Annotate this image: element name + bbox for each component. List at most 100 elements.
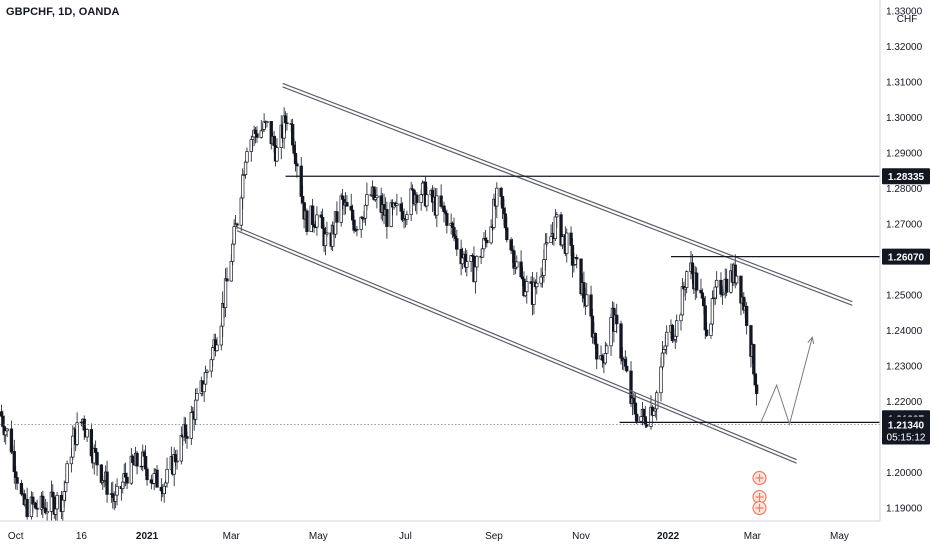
arrow-head-icon	[807, 336, 815, 345]
candle-body	[349, 205, 353, 211]
candle-body	[589, 294, 593, 317]
channel-upper-inner-line	[282, 86, 853, 306]
candle-body	[660, 352, 665, 368]
candle-body	[195, 393, 199, 401]
time-tick-label: Mar	[223, 531, 241, 542]
candle-body	[179, 434, 183, 462]
candle-body	[473, 266, 478, 283]
candle-body	[699, 289, 703, 294]
candle-body	[335, 211, 339, 223]
event-cross	[755, 493, 764, 501]
candle-body	[159, 486, 163, 492]
candle-body	[685, 271, 689, 288]
candle-body	[405, 214, 409, 220]
candle-body	[553, 216, 558, 239]
candle-body	[619, 323, 623, 359]
candle-body	[149, 479, 153, 484]
candle-body	[679, 314, 683, 322]
candle-body	[94, 448, 98, 453]
candle-body	[435, 195, 439, 216]
candle-body	[350, 209, 355, 221]
candle-body	[439, 195, 443, 207]
candle-body	[253, 129, 258, 135]
candle-body	[163, 482, 168, 487]
candle-body	[291, 124, 295, 146]
candle-body	[245, 151, 249, 163]
candle-body	[713, 286, 717, 299]
candle-body	[570, 245, 575, 266]
candle-body	[415, 194, 419, 203]
candle-body	[295, 163, 299, 167]
candle-body	[1, 415, 5, 427]
candle-body	[293, 152, 298, 165]
candle-body	[475, 255, 479, 268]
candle-body	[663, 345, 667, 350]
candle-body	[659, 366, 663, 394]
time-tick-label: 2021	[136, 531, 159, 542]
candle-body	[65, 463, 69, 484]
channel-upper-line	[282, 82, 853, 303]
candle-body	[690, 262, 695, 275]
candle-body	[500, 196, 505, 209]
candle-body	[232, 226, 236, 245]
time-axis-bg	[0, 521, 932, 550]
candle-body	[249, 139, 253, 152]
symbol-label: GBPCHF, 1D, OANDA	[6, 6, 120, 18]
event-flag-icon	[752, 489, 767, 505]
candle-body	[54, 508, 58, 515]
candle-body	[223, 278, 228, 308]
candle-body	[623, 358, 627, 367]
candle-body	[69, 456, 74, 465]
candle-body	[635, 413, 639, 422]
candle-body	[725, 278, 729, 293]
candle-body	[209, 359, 213, 372]
currency-label: CHF	[897, 14, 918, 25]
time-tick-label: May	[309, 531, 328, 542]
candle-body	[193, 399, 198, 420]
candle-body	[265, 121, 269, 123]
level-badge-1	[882, 168, 930, 185]
candle-body	[600, 355, 605, 361]
channel-lower-inner-line	[236, 230, 797, 464]
candle-body	[111, 493, 115, 498]
price-tick-label: 1.23000	[886, 362, 923, 373]
candle-body	[99, 464, 104, 483]
candle-body	[243, 161, 248, 176]
candle-body	[632, 397, 636, 404]
candle-body	[143, 455, 148, 470]
price-tick-label: 1.29000	[886, 149, 923, 160]
price-tick-label: 1.27000	[886, 220, 923, 231]
candle-body	[229, 261, 233, 282]
candle-body	[485, 239, 489, 244]
candle-body	[639, 416, 643, 422]
candle-body	[259, 130, 263, 138]
candle-body	[700, 292, 705, 299]
candle-body	[85, 429, 89, 438]
candle-body	[15, 477, 19, 484]
candle-body	[319, 214, 323, 218]
candle-body	[519, 261, 523, 278]
candle-body	[275, 147, 279, 162]
candle-body	[703, 305, 707, 331]
candle-body	[505, 227, 509, 241]
current-price-badge-countdown: 05:15:12	[887, 433, 926, 444]
candle-body	[115, 485, 119, 496]
price-axis-bg	[880, 0, 932, 550]
candle-body	[582, 282, 586, 299]
time-tick-label: Jul	[399, 531, 412, 542]
candle-body	[355, 228, 359, 231]
candle-body	[702, 297, 706, 307]
candle-body	[539, 276, 543, 284]
candle-body	[560, 236, 565, 246]
price-tick-label: 1.28000	[886, 184, 923, 195]
candle-body	[512, 250, 516, 269]
candle-body	[189, 412, 193, 439]
candle-body	[752, 344, 756, 375]
candle-body	[311, 205, 315, 225]
candle-body	[450, 222, 455, 228]
candle-body	[452, 227, 456, 237]
candle-body	[255, 133, 259, 138]
